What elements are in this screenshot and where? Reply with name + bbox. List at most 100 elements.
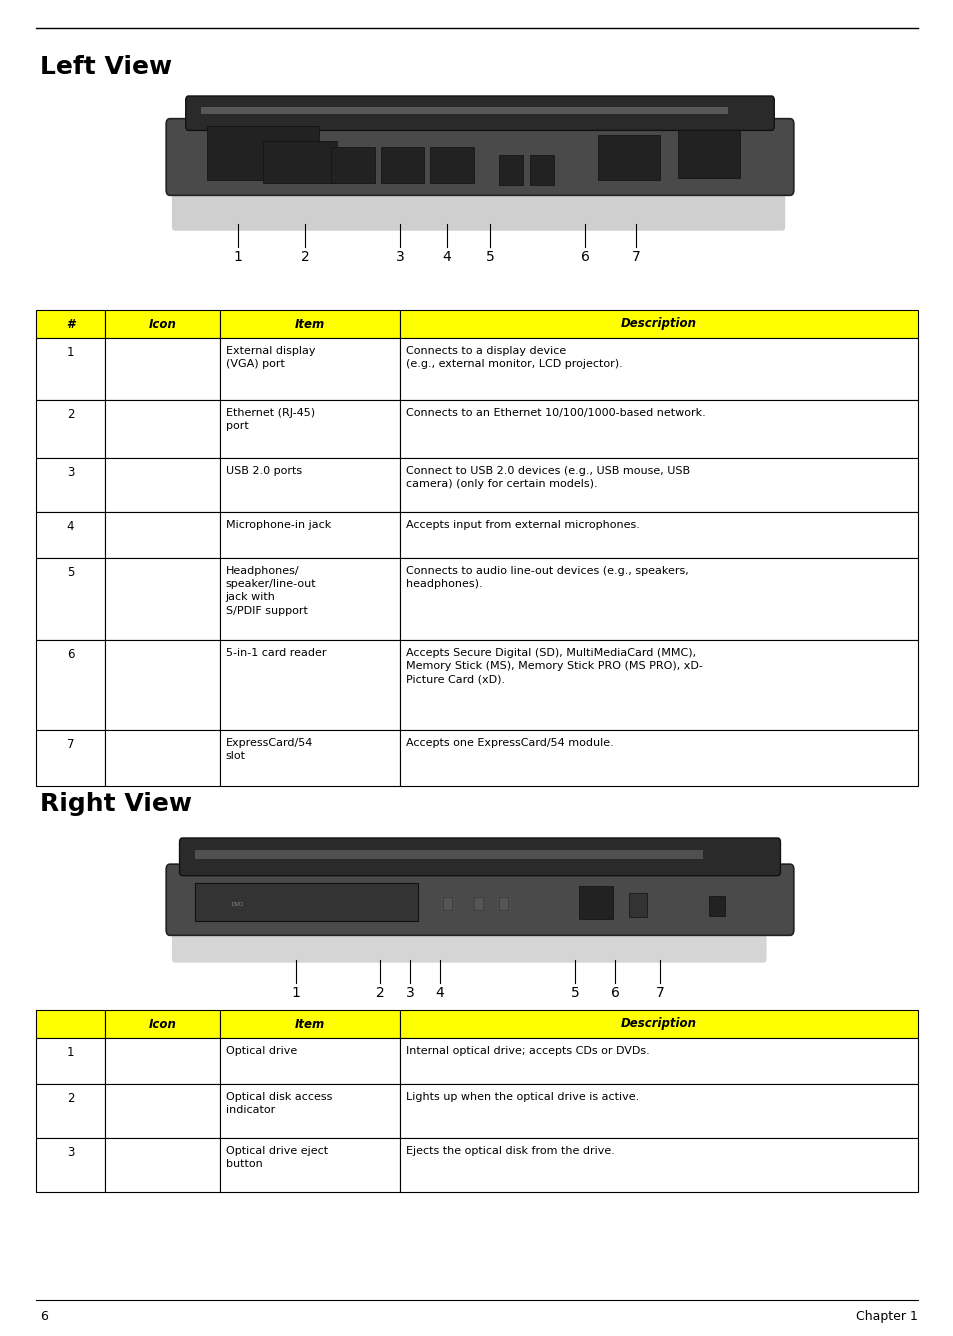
Text: 3: 3 [405, 986, 414, 1001]
Bar [105, 729, 220, 786]
Text: Icon: Icon [149, 318, 176, 330]
Text: 2: 2 [300, 250, 309, 265]
Bar [474, 896, 482, 910]
Text: Optical drive eject
button: Optical drive eject button [226, 1146, 328, 1169]
Text: Item: Item [294, 1018, 325, 1030]
Text: Internal optical drive; accepts CDs or DVDs.: Internal optical drive; accepts CDs or D… [405, 1046, 649, 1055]
FancyBboxPatch shape [166, 119, 793, 195]
Text: 6: 6 [580, 250, 589, 265]
Text: 5: 5 [485, 250, 494, 265]
Text: 6: 6 [610, 986, 618, 1001]
Bar [442, 896, 452, 910]
Bar [399, 399, 917, 458]
Text: 3: 3 [395, 250, 404, 265]
Text: DVD: DVD [232, 902, 244, 907]
Text: Headphones/
speaker/line-out
jack with
S/PDIF support: Headphones/ speaker/line-out jack with S… [226, 566, 316, 616]
Bar [220, 1038, 399, 1083]
Bar [36, 1038, 105, 1083]
Text: Optical drive: Optical drive [226, 1046, 296, 1055]
Bar [628, 892, 647, 916]
Bar [399, 640, 917, 729]
Text: Ejects the optical disk from the drive.: Ejects the optical disk from the drive. [405, 1146, 614, 1156]
Bar [529, 155, 554, 186]
Text: 7: 7 [655, 986, 663, 1001]
Bar [399, 338, 917, 399]
Bar [105, 1083, 220, 1138]
Text: Left View: Left View [40, 55, 172, 79]
Bar [399, 310, 917, 338]
Text: 7: 7 [67, 737, 74, 751]
Text: 7: 7 [631, 250, 639, 265]
Bar [220, 558, 399, 640]
Text: Lights up when the optical drive is active.: Lights up when the optical drive is acti… [405, 1092, 639, 1102]
Text: 1: 1 [67, 346, 74, 359]
Bar [220, 1083, 399, 1138]
Text: Item: Item [294, 318, 325, 330]
Text: Connects to a display device
(e.g., external monitor, LCD projector).: Connects to a display device (e.g., exte… [405, 346, 621, 369]
Bar [399, 458, 917, 512]
Bar [498, 896, 507, 910]
Text: Chapter 1: Chapter 1 [855, 1311, 917, 1323]
Bar [430, 147, 474, 183]
Bar [36, 399, 105, 458]
Bar [678, 130, 740, 178]
Text: 2: 2 [67, 1092, 74, 1105]
Text: 1: 1 [67, 1046, 74, 1059]
Bar [498, 155, 523, 186]
Bar [399, 512, 917, 558]
Text: 6: 6 [40, 1311, 48, 1323]
Text: USB 2.0 ports: USB 2.0 ports [226, 466, 301, 476]
Bar [331, 147, 375, 183]
Bar [263, 140, 337, 183]
Bar [207, 127, 318, 180]
Bar [220, 1010, 399, 1038]
Bar [105, 640, 220, 729]
Bar [36, 310, 105, 338]
Bar [36, 458, 105, 512]
Text: Right View: Right View [40, 792, 192, 816]
Text: ExpressCard/54
slot: ExpressCard/54 slot [226, 737, 313, 762]
Bar [220, 640, 399, 729]
Bar [194, 850, 702, 859]
FancyBboxPatch shape [172, 156, 784, 231]
FancyBboxPatch shape [179, 838, 780, 875]
Bar [399, 1083, 917, 1138]
Bar [194, 883, 417, 922]
Text: External display
(VGA) port: External display (VGA) port [226, 346, 314, 369]
Text: 6: 6 [67, 648, 74, 661]
Bar [201, 107, 727, 115]
Bar [105, 558, 220, 640]
Bar [36, 640, 105, 729]
FancyBboxPatch shape [186, 96, 774, 131]
Bar [709, 896, 724, 915]
Text: Description: Description [620, 318, 697, 330]
Text: Connects to an Ethernet 10/100/1000-based network.: Connects to an Ethernet 10/100/1000-base… [405, 407, 704, 418]
Text: 3: 3 [67, 466, 74, 480]
Bar [220, 399, 399, 458]
Text: Accepts Secure Digital (SD), MultiMediaCard (MMC),
Memory Stick (MS), Memory Sti: Accepts Secure Digital (SD), MultiMediaC… [405, 648, 701, 684]
Text: #: # [67, 318, 74, 330]
Text: 5: 5 [67, 566, 74, 578]
Text: Optical disk access
indicator: Optical disk access indicator [226, 1092, 332, 1116]
Text: Description: Description [620, 1018, 697, 1030]
Bar [105, 458, 220, 512]
Text: 4: 4 [442, 250, 451, 265]
Bar [598, 135, 659, 180]
Bar [36, 729, 105, 786]
Bar [105, 310, 220, 338]
Bar [220, 729, 399, 786]
Bar [399, 1010, 917, 1038]
Text: Accepts input from external microphones.: Accepts input from external microphones. [405, 520, 639, 530]
Bar [399, 1138, 917, 1192]
Bar [399, 729, 917, 786]
Bar [220, 310, 399, 338]
Bar [105, 338, 220, 399]
Bar [36, 1138, 105, 1192]
Bar [578, 886, 613, 919]
Bar [36, 558, 105, 640]
Bar [220, 458, 399, 512]
Bar [105, 1138, 220, 1192]
Bar [36, 338, 105, 399]
FancyBboxPatch shape [166, 864, 793, 935]
Bar [105, 399, 220, 458]
